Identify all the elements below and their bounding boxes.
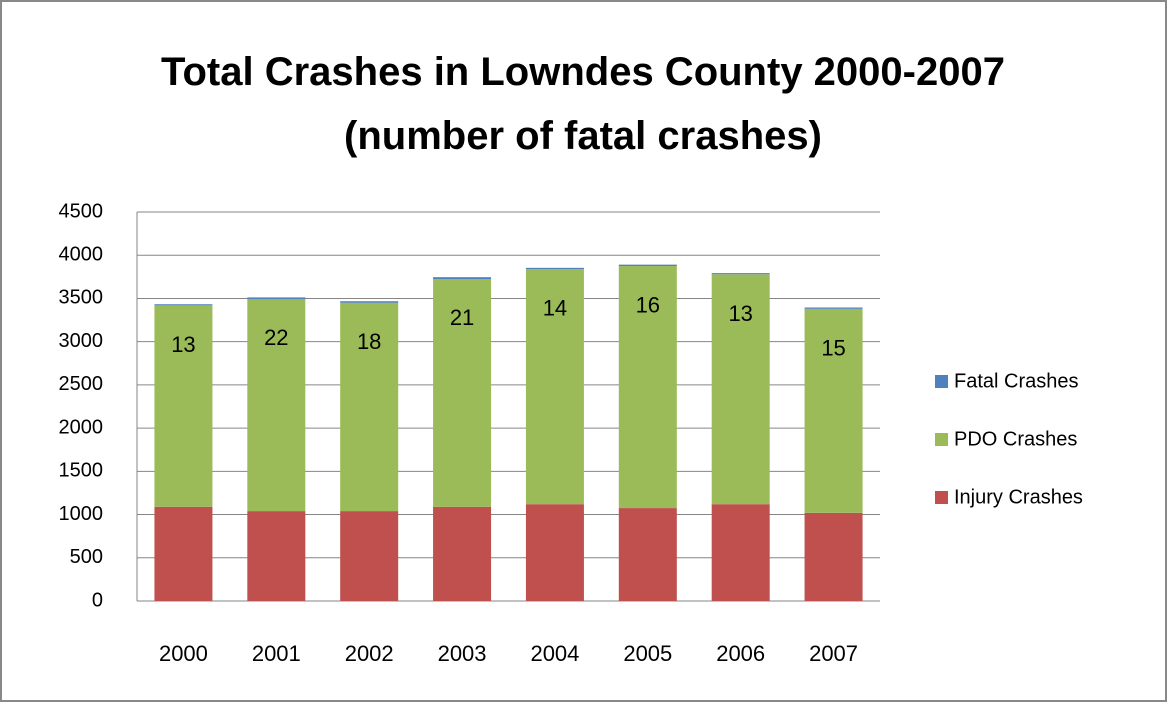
- y-tick-label: 0: [92, 589, 103, 611]
- bar-segment: [433, 277, 492, 279]
- bar-segment: [247, 511, 306, 601]
- x-tick-label: 2003: [438, 641, 487, 666]
- chart-title: Total Crashes in Lowndes County 2000-200…: [161, 50, 1005, 158]
- bar-segment: [711, 504, 770, 601]
- bar-segment: [340, 301, 399, 303]
- legend-label: PDO Crashes: [954, 428, 1077, 450]
- x-tick-label: 2001: [252, 641, 301, 666]
- data-label: 22: [264, 325, 288, 350]
- bar-segment: [433, 506, 492, 601]
- bar-segment: [618, 264, 677, 267]
- legend-swatch: [935, 491, 948, 504]
- bar-segment: [711, 273, 770, 275]
- bar-segment: [525, 504, 584, 601]
- bar-segment: [154, 305, 213, 507]
- data-label: 21: [450, 305, 474, 330]
- y-tick-label: 2500: [59, 373, 104, 395]
- y-tick-label: 500: [70, 546, 103, 568]
- bar-segment: [340, 511, 399, 601]
- bar-segment: [154, 304, 213, 306]
- x-tick-label: 2002: [345, 641, 394, 666]
- y-tick-label: 4000: [59, 244, 104, 266]
- y-tick-label: 3500: [59, 287, 104, 309]
- data-label: 15: [821, 335, 845, 360]
- bar-segment: [804, 307, 863, 309]
- bar-segment: [711, 274, 770, 505]
- x-tick-label: 2007: [809, 641, 858, 666]
- bar-segment: [618, 508, 677, 601]
- data-label: 18: [357, 329, 381, 354]
- bar-segment: [618, 266, 677, 509]
- bar-segment: [247, 297, 306, 300]
- bar-segment: [247, 299, 306, 512]
- legend-swatch: [935, 433, 948, 446]
- data-label: 13: [728, 301, 752, 326]
- data-label: 14: [543, 296, 567, 321]
- bar-segment: [525, 269, 584, 505]
- y-tick-label: 4500: [59, 200, 104, 222]
- legend-swatch: [935, 375, 948, 388]
- bar-segment: [340, 302, 399, 512]
- bar-segment: [804, 308, 863, 513]
- x-tick-label: 2004: [530, 641, 579, 666]
- y-tick-label: 2000: [59, 416, 104, 438]
- legend-label: Injury Crashes: [954, 486, 1083, 508]
- bar-segment: [154, 506, 213, 601]
- legend-label: Fatal Crashes: [954, 370, 1079, 392]
- bar-segment: [433, 278, 492, 507]
- bar-segment: [525, 267, 584, 270]
- x-tick-label: 2005: [623, 641, 672, 666]
- data-label: 16: [636, 292, 660, 317]
- data-label: 13: [171, 332, 195, 357]
- bar-segment: [804, 512, 863, 601]
- x-tick-label: 2000: [159, 641, 208, 666]
- y-tick-label: 3000: [59, 330, 104, 352]
- x-tick-label: 2006: [716, 641, 765, 666]
- y-tick-label: 1000: [59, 503, 104, 525]
- y-tick-label: 1500: [59, 460, 104, 482]
